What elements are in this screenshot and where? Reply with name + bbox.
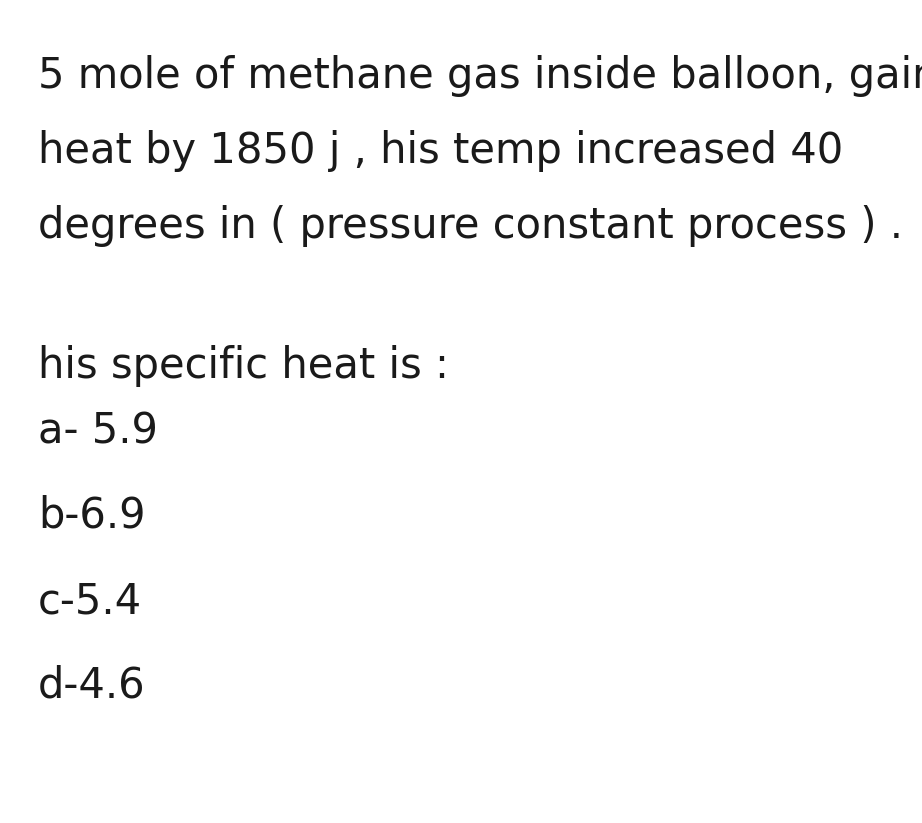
Text: heat by 1850 j , his temp increased 40: heat by 1850 j , his temp increased 40 [38, 130, 844, 172]
Text: degrees in ( pressure constant process ) .: degrees in ( pressure constant process )… [38, 205, 903, 247]
Text: a- 5.9: a- 5.9 [38, 410, 158, 452]
Text: d-4.6: d-4.6 [38, 665, 146, 707]
Text: 5 mole of methane gas inside balloon, gain: 5 mole of methane gas inside balloon, ga… [38, 55, 922, 97]
Text: c-5.4: c-5.4 [38, 580, 142, 622]
Text: b-6.9: b-6.9 [38, 495, 146, 537]
Text: his specific heat is :: his specific heat is : [38, 345, 449, 387]
